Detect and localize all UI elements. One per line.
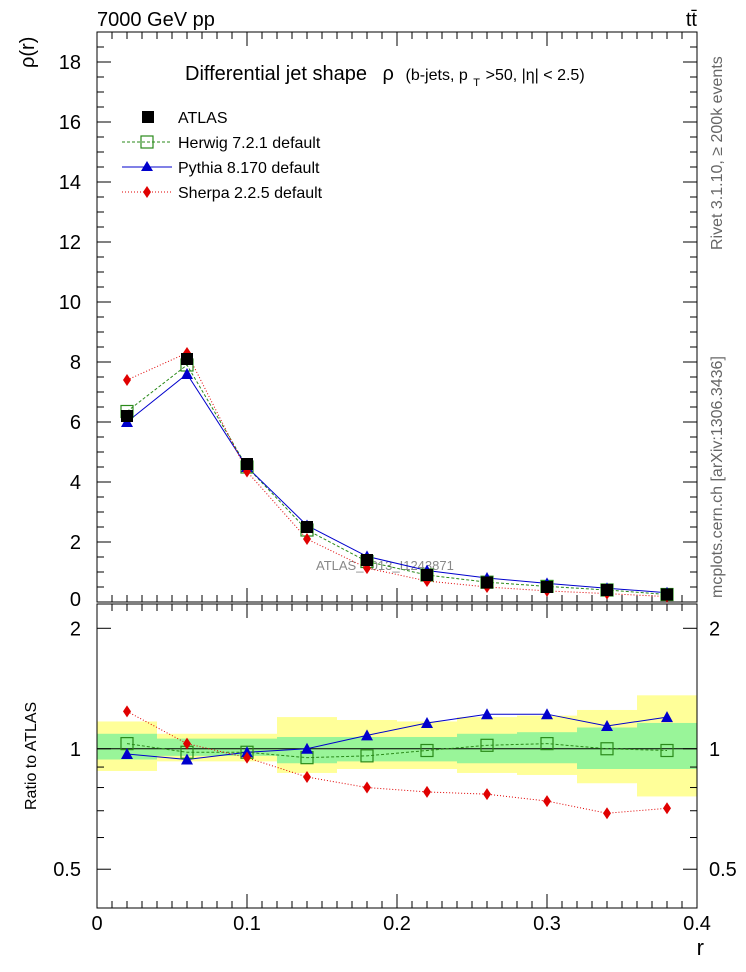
legend-herwig-label: Herwig 7.2.1 default	[178, 135, 321, 152]
mcplots-label: mcplots.cern.ch [arXiv:1306.3436]	[709, 356, 726, 598]
main-point-atlas	[601, 584, 613, 596]
main-ytick-label: 14	[59, 172, 81, 194]
ratio-point-sherpa	[603, 807, 611, 820]
legend-herwig-marker	[140, 135, 154, 149]
main-point-atlas	[121, 410, 133, 422]
ratio-point-herwig	[420, 743, 434, 758]
ratio-line-pythia	[126, 713, 668, 761]
title-open: (b-jets, p	[405, 67, 467, 84]
legend: ATLAS Herwig 7.2.1 default Pythia 8.170 …	[122, 110, 323, 202]
main-ytick-label: 18	[59, 52, 81, 74]
main-point-atlas	[421, 569, 433, 581]
legend-pythia-marker	[141, 161, 153, 171]
main-ytick-label: 6	[70, 412, 81, 434]
main-point-atlas	[181, 353, 193, 365]
ratio-point-pythia	[601, 719, 613, 731]
ratio-point-sherpa	[183, 737, 191, 750]
main-point-sherpa	[303, 533, 311, 545]
main-line-sherpa	[126, 352, 668, 598]
ratio-band-inner	[517, 732, 577, 764]
main-point-atlas	[541, 581, 553, 593]
main-line-herwig	[126, 364, 668, 595]
main-ytick-label: 16	[59, 112, 81, 134]
main-ytick-label-zero: 0	[70, 589, 81, 611]
ratio-ytick-label-right: 0.5	[709, 859, 737, 881]
ratio-band-inner	[637, 722, 697, 770]
ratio-point-pythia	[181, 753, 193, 765]
title-rest: >50, |η| < 2.5)	[486, 67, 585, 84]
main-point-atlas	[361, 554, 373, 566]
xtick-label: 0.2	[383, 913, 411, 935]
legend-atlas-marker	[142, 111, 154, 123]
main-panel: 2 4 6 8 10 12 14 16 18 0	[59, 31, 698, 611]
legend-atlas-label: ATLAS	[178, 110, 228, 127]
main-ytick-label: 4	[70, 472, 81, 494]
main-ytick-label: 8	[70, 352, 81, 374]
ratio-point-pythia	[481, 708, 493, 720]
main-point-sherpa	[123, 374, 131, 386]
header-process-label: tt̄	[686, 9, 698, 31]
ratio-point-pythia	[301, 742, 313, 754]
ratio-point-sherpa	[663, 802, 671, 815]
main-point-atlas	[301, 521, 313, 533]
main-ytick-label: 10	[59, 292, 81, 314]
main-line-pythia	[126, 373, 668, 594]
main-point-atlas	[661, 588, 673, 601]
main-point-pythia	[181, 368, 193, 379]
ratio-point-sherpa	[243, 751, 251, 764]
ratio-point-herwig	[600, 742, 614, 756]
ratio-panel: 0.5 0.5 1 1 2 2 0 0.1 0.2 0.3 0.4	[53, 603, 737, 935]
ratio-point-herwig	[540, 737, 554, 751]
ratio-point-pythia	[421, 716, 433, 728]
title-rho: ρ	[383, 63, 394, 85]
ratio-point-pythia	[361, 729, 373, 741]
ratio-point-sherpa	[423, 785, 431, 798]
ratio-point-herwig	[360, 749, 374, 763]
ratio-point-sherpa	[363, 781, 371, 794]
xlabel: r	[697, 935, 704, 960]
ratio-point-herwig	[660, 743, 674, 758]
main-ytick-label: 12	[59, 232, 81, 254]
xtick-label: 0.1	[233, 913, 261, 935]
ratio-line-herwig	[126, 743, 668, 759]
ratio-ytick-label-left: 0.5	[53, 859, 81, 881]
header-collision-label: 7000 GeV pp	[97, 9, 215, 31]
title-sub: T	[473, 77, 480, 89]
ratio-ytick-label-right: 2	[709, 618, 720, 640]
xtick-label: 0	[91, 913, 102, 935]
chart-title: Differential jet shape ρ (b-jets, p T >5…	[185, 63, 585, 91]
ratio-point-sherpa	[303, 770, 311, 783]
ratio-point-herwig	[480, 738, 494, 752]
legend-pythia-label: Pythia 8.170 default	[178, 160, 320, 177]
main-point-atlas	[241, 458, 253, 470]
main-ytick-label: 2	[70, 532, 81, 554]
ratio-ytick-label-left: 1	[70, 739, 81, 761]
ratio-ytick-label-left: 2	[70, 618, 81, 640]
ratio-point-pythia	[661, 711, 673, 723]
main-ylabel: ρ(r)	[17, 37, 39, 68]
rivet-label: Rivet 3.1.10, ≥ 200k events	[709, 56, 726, 250]
ratio-point-sherpa	[123, 705, 131, 718]
ratio-point-sherpa	[543, 795, 551, 808]
ratio-point-pythia	[121, 748, 133, 760]
legend-sherpa-label: Sherpa 2.2.5 default	[178, 185, 323, 202]
ratio-point-sherpa	[483, 788, 491, 801]
xtick-label: 0.4	[683, 913, 711, 935]
xtick-label: 0.3	[533, 913, 561, 935]
title-main: Differential jet shape	[185, 63, 367, 85]
ratio-ytick-label-right: 1	[709, 739, 720, 761]
ratio-point-pythia	[541, 708, 553, 720]
legend-sherpa-marker	[143, 186, 151, 198]
ratio-ylabel: Ratio to ATLAS	[23, 702, 40, 810]
main-point-atlas	[481, 576, 493, 589]
